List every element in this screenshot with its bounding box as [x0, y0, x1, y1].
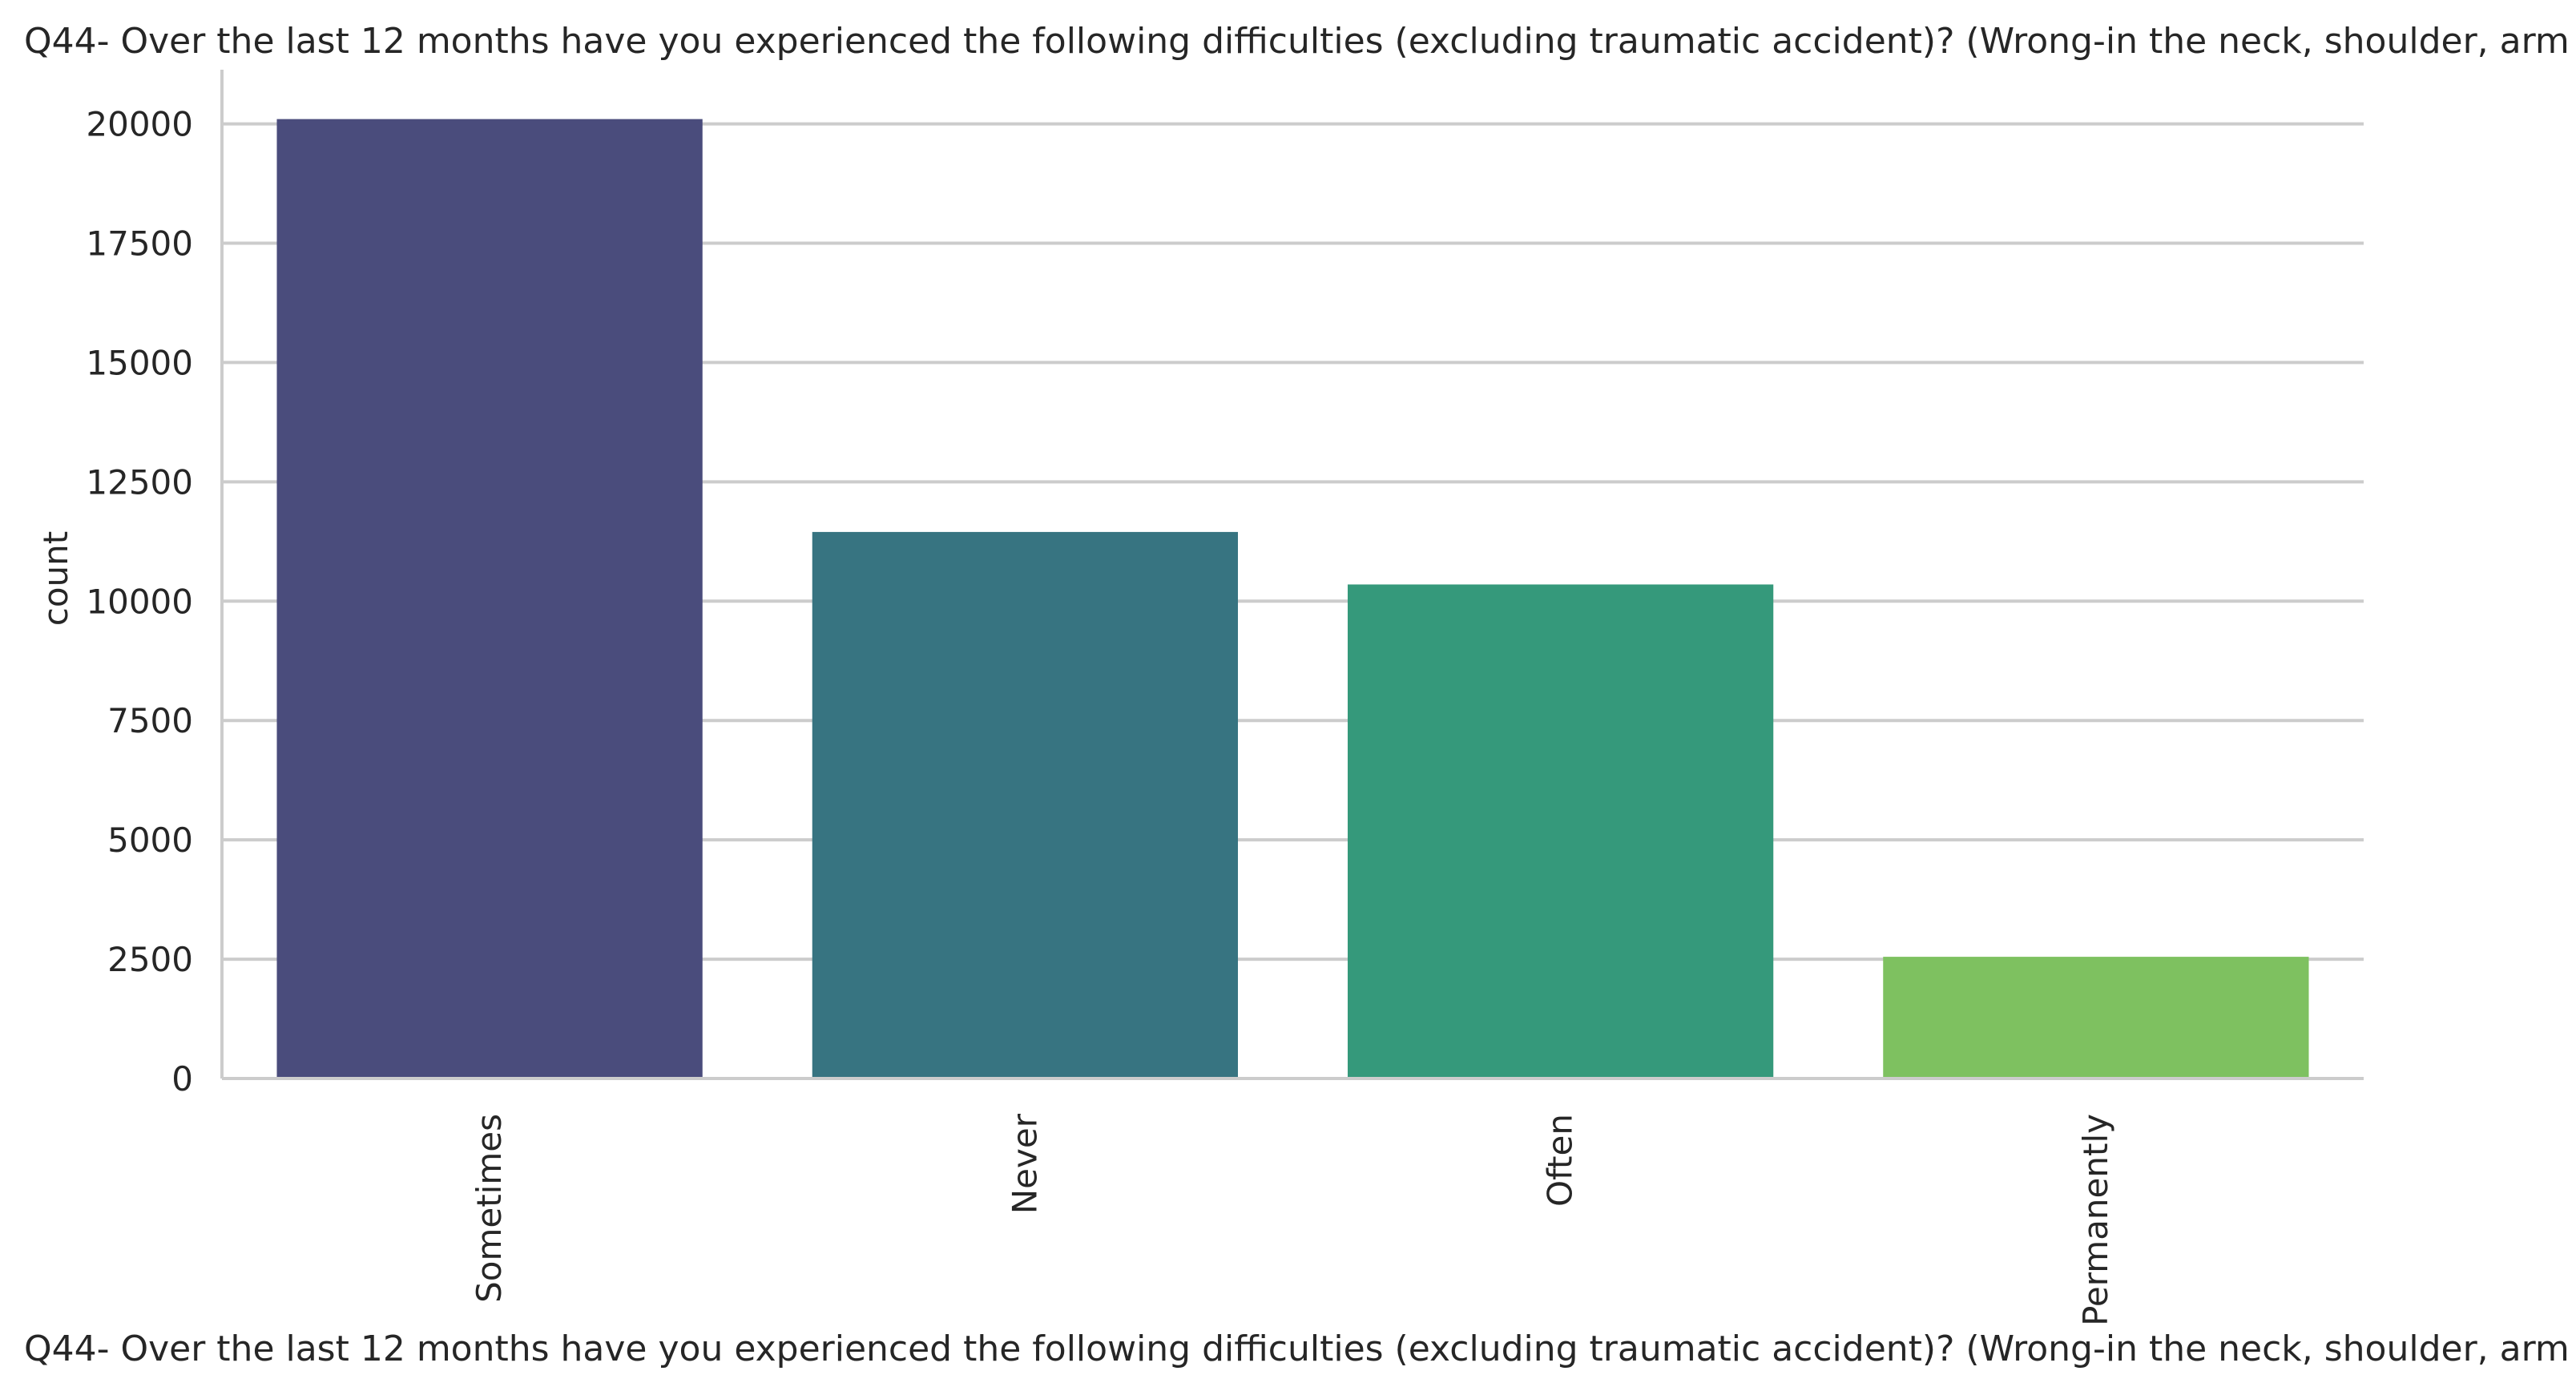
x-tick-label: Sometimes	[470, 1114, 509, 1303]
y-tick-label: 12500	[86, 462, 193, 502]
x-tick-label: Often	[1541, 1114, 1580, 1207]
y-tick-label: 5000	[107, 820, 193, 860]
y-tick-label: 0	[171, 1059, 193, 1099]
axes	[220, 70, 2364, 1080]
y-tick-label: 2500	[107, 940, 193, 979]
bar-often	[1347, 584, 1774, 1079]
y-tick-label: 7500	[107, 701, 193, 740]
chart-text: Q44- Over the last 12 months have you ex…	[24, 21, 2570, 1369]
y-tick-label: 17500	[86, 224, 193, 264]
y-tick-label: 20000	[86, 105, 193, 144]
x-axis-label: Q44- Over the last 12 months have you ex…	[24, 1329, 2570, 1369]
bar-never	[812, 531, 1239, 1079]
bars	[276, 119, 2309, 1079]
bar-permanently	[1883, 957, 2309, 1079]
chart-title: Q44- Over the last 12 months have you ex…	[24, 21, 2570, 62]
y-axis-label: count	[36, 531, 75, 627]
y-tick-label: 10000	[86, 582, 193, 621]
y-tick-label: 15000	[86, 343, 193, 382]
x-tick-label: Permanently	[2076, 1114, 2115, 1326]
x-tick-label: Never	[1005, 1113, 1044, 1214]
bar-sometimes	[276, 119, 703, 1079]
